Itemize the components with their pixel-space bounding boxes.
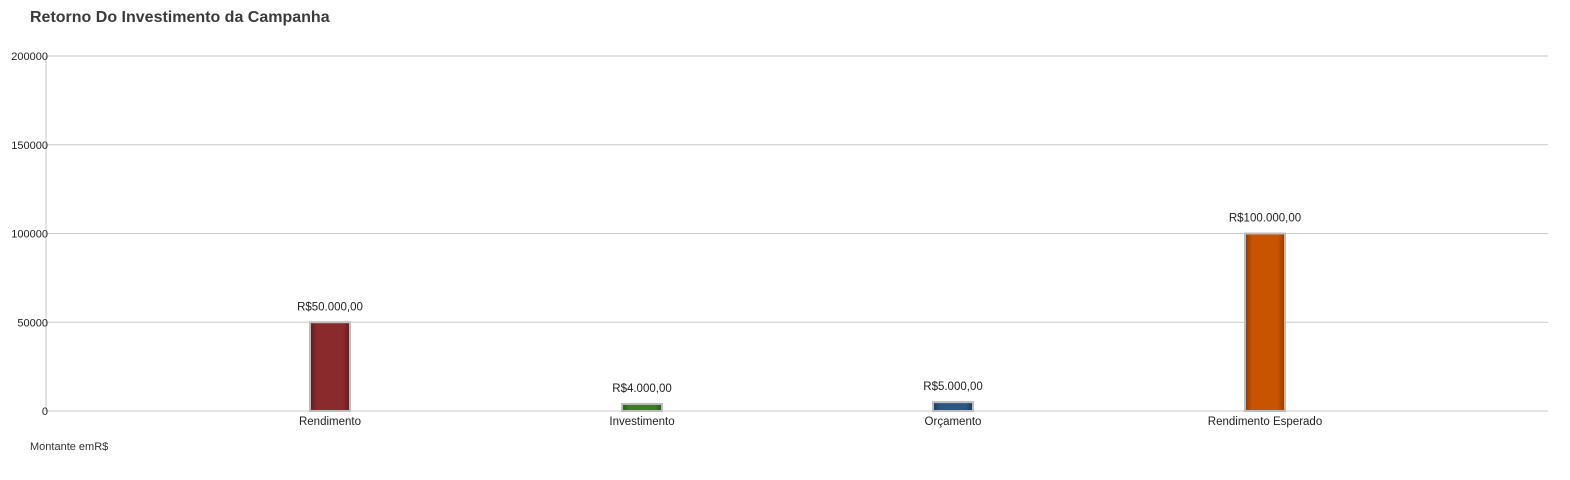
bar-data-label: R$4.000,00 [612, 383, 671, 395]
y-tick-label: 150000 [11, 140, 48, 152]
bar-2[interactable] [621, 402, 663, 412]
bar-data-label: R$100.000,00 [1229, 213, 1301, 225]
x-axis-tick-labels: Rendimento Investimento Orçamento Rendiment… [299, 416, 1322, 428]
grid-layer [45, 55, 1548, 412]
bar-data-label: R$5.000,00 [923, 381, 982, 393]
x-tick-label: Orçamento [925, 416, 982, 428]
chart-title: Retorno Do Investimento da Campanha [30, 9, 330, 26]
bars [309, 232, 1286, 412]
chart-footnote: Montante emR$ [30, 441, 109, 453]
y-tick-label: 0 [42, 406, 48, 418]
y-tick-label: 50000 [17, 317, 48, 329]
y-axis-tick-labels: 0 50000 100000 150000 200000 [11, 51, 48, 418]
bar-1[interactable] [309, 321, 351, 412]
x-tick-label: Rendimento [299, 416, 361, 428]
bar-4[interactable] [1244, 232, 1286, 412]
bar-data-label: R$50.000,00 [297, 301, 363, 313]
x-tick-label: Investimento [609, 416, 674, 428]
bar-3[interactable] [932, 401, 974, 412]
x-tick-label: Rendimento Esperado [1208, 416, 1322, 428]
y-tick-label: 200000 [11, 51, 48, 63]
y-tick-label: 100000 [11, 229, 48, 241]
data-labels: R$50.000,00 R$4.000,00 R$5.000,00 R$100.000… [297, 213, 1301, 395]
